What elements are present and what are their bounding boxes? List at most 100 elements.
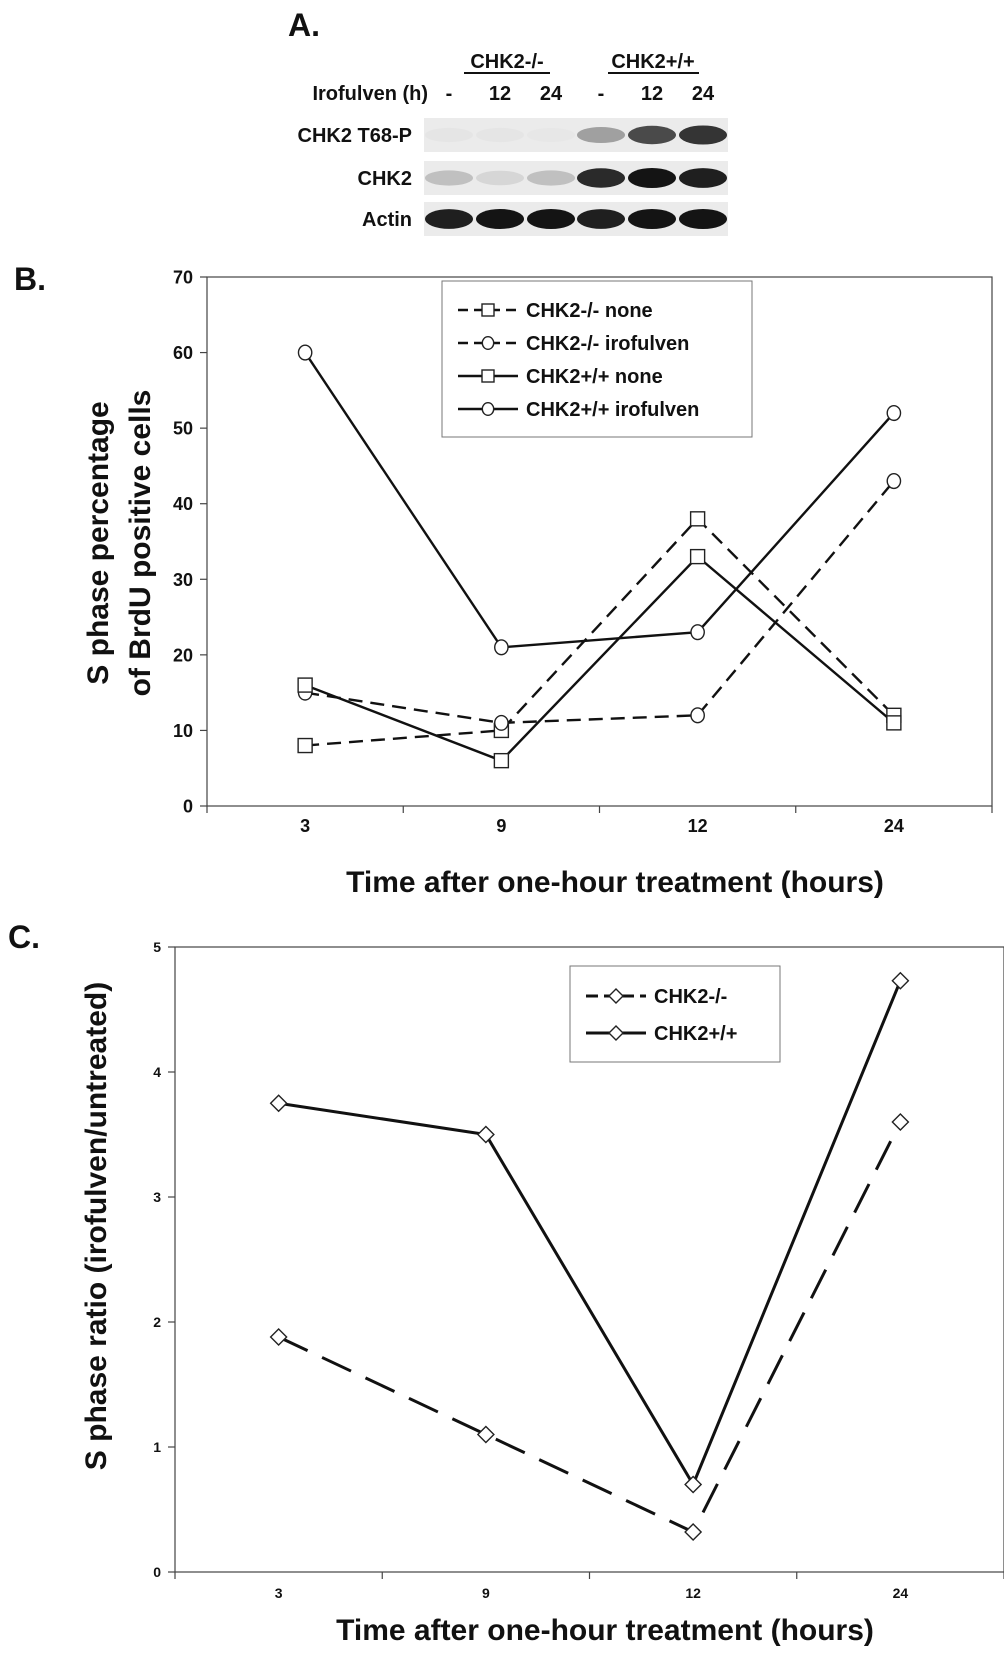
- data-point-square: [886, 715, 902, 731]
- blot-band: [476, 127, 524, 143]
- series-path: [277, 1121, 902, 1534]
- blot-band: [527, 170, 575, 186]
- series-line: [269, 971, 910, 1494]
- blot-band: [527, 127, 575, 143]
- legend: CHK2-/- none CHK2-/- irofulven CHK2+/+ non…: [441, 280, 753, 438]
- data-point-circle: [481, 336, 495, 351]
- blot-strip: [424, 161, 728, 195]
- blot-band: [577, 168, 625, 188]
- legend-label: CHK2-/- irofulven: [526, 333, 689, 355]
- lane-label: 24: [692, 83, 715, 105]
- lane-label: 12: [641, 83, 663, 105]
- blot-band: [476, 170, 524, 186]
- y-tick-label: 60: [173, 343, 193, 363]
- x-tick-label: 3: [300, 816, 310, 836]
- x-tick-label: 9: [496, 816, 506, 836]
- series-line: [297, 344, 902, 656]
- series-path: [304, 351, 895, 649]
- y-tick-label: 40: [173, 494, 193, 514]
- data-point-diamond: [608, 1025, 624, 1041]
- panel-a-label: A.: [288, 7, 320, 43]
- legend-label: CHK2+/+ irofulven: [526, 399, 699, 421]
- x-tick-label: 12: [685, 1585, 701, 1601]
- blot-band: [679, 209, 727, 229]
- y-tick-label: 20: [173, 645, 193, 665]
- y-tick-label: 0: [153, 1564, 161, 1580]
- panel-a-western-blot: A. CHK2-/- CHK2+/+ Irofulven (h) - 12 24 - 1…: [288, 7, 728, 236]
- data-point-square: [689, 548, 706, 565]
- blot-rows: CHK2 T68-P CHK2 Actin: [298, 118, 728, 236]
- data-point-square: [493, 752, 510, 769]
- legend-box: [569, 965, 781, 1063]
- data-point-diamond: [608, 988, 624, 1004]
- data-point-circle: [690, 707, 705, 724]
- blot-row-label: CHK2 T68-P: [298, 125, 412, 147]
- x-tick-label: 24: [884, 816, 904, 836]
- series-path: [278, 980, 902, 1488]
- y-tick-label: 5: [153, 939, 161, 955]
- data-point-square: [689, 511, 706, 527]
- lane-label: 24: [540, 83, 563, 105]
- blot-band: [628, 168, 676, 188]
- blot-band: [425, 209, 473, 229]
- data-point-diamond: [684, 1523, 703, 1541]
- y-tick-label: 1: [153, 1439, 161, 1455]
- y-tick-label: 4: [153, 1064, 161, 1080]
- data-point-circle: [494, 714, 509, 731]
- x-tick-label: 24: [893, 1585, 909, 1601]
- blot-strip: [424, 118, 728, 152]
- blot-strip: [424, 202, 728, 236]
- data-point-diamond: [269, 1094, 288, 1113]
- group-label-chk2-knockout: CHK2-/-: [470, 51, 543, 73]
- group-label-chk2-wildtype: CHK2+/+: [611, 51, 694, 73]
- data-point-square: [297, 677, 313, 693]
- x-tick-label: 9: [482, 1585, 490, 1601]
- x-axis-label: Time after one-hour treatment (hours): [336, 1614, 874, 1647]
- series-line: [297, 472, 902, 731]
- y-tick-label: 2: [153, 1314, 161, 1330]
- y-axis-label: of BrdU positive cells: [124, 390, 157, 697]
- blot-row-label: Actin: [362, 209, 412, 231]
- series-path: [304, 480, 895, 725]
- y-tick-label: 3: [153, 1189, 161, 1205]
- y-tick-label: 30: [173, 570, 193, 590]
- legend-label: CHK2+/+ none: [526, 366, 663, 388]
- panel-b-line-chart: B. 0 10 20 30 40 50 60 70 3 9 12 24 Time after one-ho…: [14, 261, 993, 899]
- legend-label: CHK2+/+: [654, 1023, 737, 1045]
- lane-label: -: [598, 83, 605, 105]
- data-point-circle: [886, 404, 902, 422]
- treatment-label: Irofulven (h): [312, 83, 428, 105]
- y-axis-label: S phase ratio (irofulven/untreated): [80, 982, 113, 1470]
- lane-label: 12: [489, 83, 511, 105]
- blot-band: [679, 168, 727, 188]
- x-tick-label: 12: [688, 816, 708, 836]
- data-point-diamond: [891, 1113, 910, 1131]
- y-tick-label: 70: [173, 267, 193, 287]
- data-point-circle: [481, 402, 495, 417]
- x-tick-label: 3: [275, 1585, 283, 1601]
- legend-label: CHK2-/-: [654, 986, 727, 1008]
- data-point-square: [297, 737, 313, 754]
- series-line: [297, 548, 902, 769]
- data-point-circle: [690, 624, 705, 641]
- y-tick-label: 10: [173, 721, 193, 741]
- blot-band: [527, 209, 575, 229]
- y-tick-label: 50: [173, 419, 193, 439]
- data-point-diamond: [684, 1475, 703, 1494]
- data-point-square: [481, 303, 495, 317]
- blot-row-label: CHK2: [358, 168, 412, 190]
- blot-band: [628, 209, 676, 229]
- y-tick-label: 0: [183, 796, 193, 816]
- x-axis-label: Time after one-hour treatment (hours): [346, 866, 884, 899]
- blot-band: [577, 126, 625, 144]
- blot-band: [425, 127, 473, 143]
- data-point-circle: [494, 639, 509, 656]
- data-point-square: [481, 369, 495, 383]
- data-point-diamond: [891, 971, 910, 990]
- blot-band: [476, 209, 524, 229]
- blot-band: [425, 170, 473, 186]
- data-point-diamond: [269, 1328, 288, 1346]
- series-line: [269, 1113, 910, 1541]
